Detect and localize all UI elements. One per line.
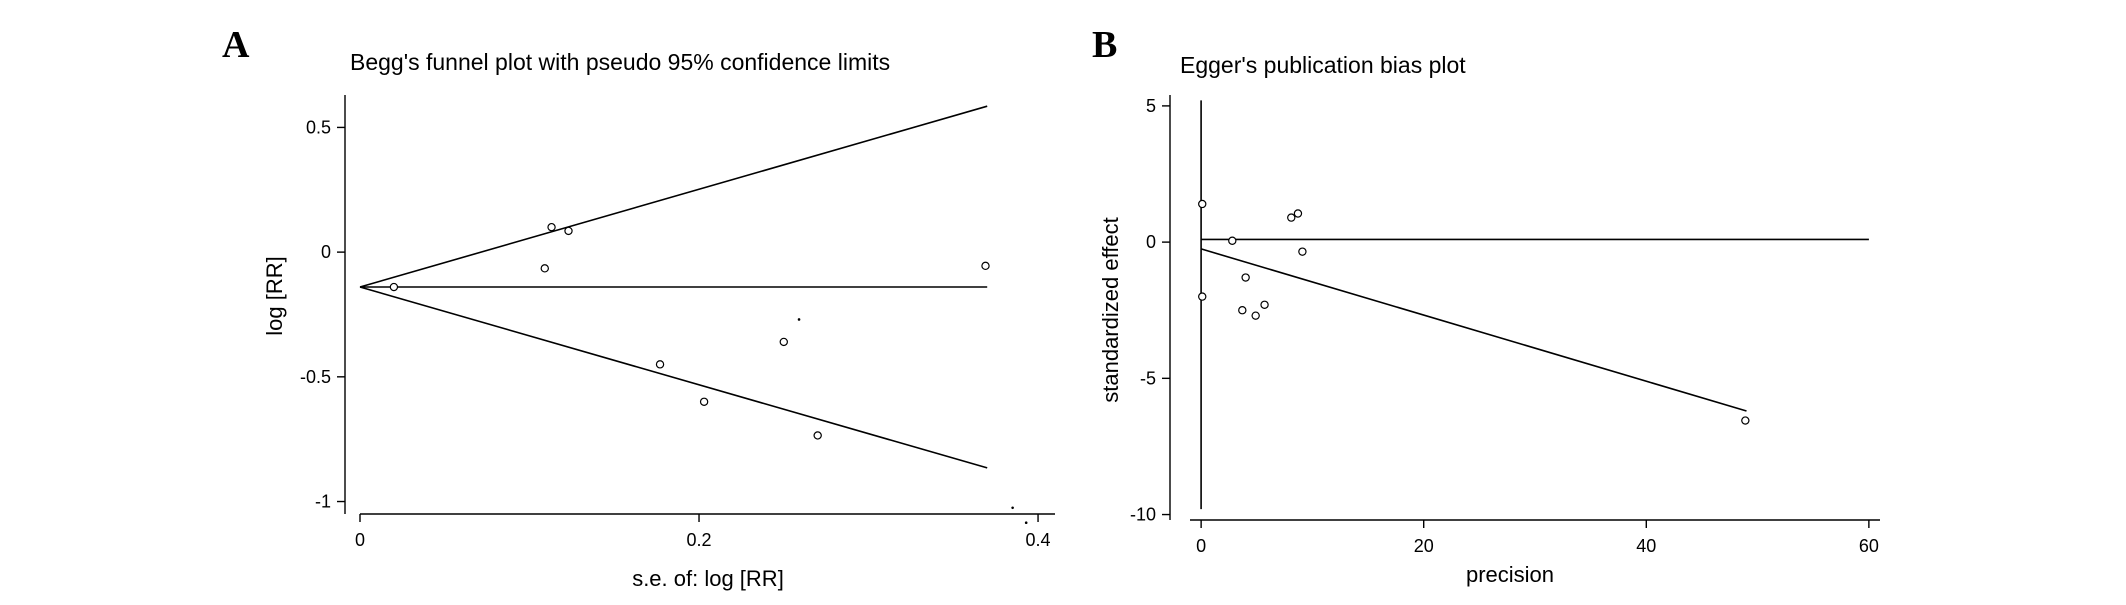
panel-b: B Egger's publication bias plot precisio… [1092, 24, 1880, 587]
chart-title-b: Egger's publication bias plot [1180, 52, 1466, 78]
data-point [1241, 273, 1250, 282]
panel-letter-b: B [1092, 24, 1117, 66]
data-points-b [1198, 199, 1750, 425]
data-point [564, 226, 573, 236]
data-point [389, 282, 399, 292]
small-data-dot [1011, 506, 1014, 510]
panel-letter-a: A [222, 24, 250, 66]
panel-a: A Begg's funnel plot with pseudo 95% con… [222, 24, 1055, 591]
axes-b: 0 20 40 60 5 0 -5 -10 [1130, 95, 1880, 556]
x-axis-label-b: precision [1466, 562, 1554, 587]
x-axis-label-a: s.e. of: log [RR] [632, 566, 784, 591]
data-point [1260, 300, 1269, 309]
lower-limit-line [359, 286, 988, 469]
data-point [1198, 199, 1207, 209]
chart-title-a: Begg's funnel plot with pseudo 95% confi… [350, 49, 890, 75]
x-tick-label: 0 [355, 530, 365, 550]
data-point [699, 397, 709, 406]
data-point [547, 222, 556, 232]
regression-line-line [1200, 248, 1747, 412]
reference-lines-b [1200, 100, 1869, 510]
y-tick-label: -1 [315, 492, 331, 512]
data-point [1741, 416, 1750, 425]
data-point [655, 360, 665, 369]
y-tick-label: -0.5 [300, 367, 331, 387]
y-tick-label: 5 [1146, 96, 1156, 116]
y-tick-label: -10 [1130, 505, 1156, 525]
data-point [1228, 236, 1237, 245]
small-data-dot [1024, 521, 1028, 525]
x-tick-label: 0 [1196, 536, 1206, 556]
data-point [1238, 306, 1247, 315]
upper-limit-line [359, 105, 988, 288]
data-point [1251, 311, 1260, 320]
y-tick-label: 0 [321, 242, 331, 262]
x-tick-label: 60 [1859, 536, 1879, 556]
y-tick-label: 0 [1146, 232, 1156, 252]
axes-a: 0 0.2 0.4 0.5 0 -0.5 -1 [300, 95, 1055, 550]
reference-lines-a [359, 105, 988, 469]
data-point [1287, 213, 1296, 222]
x-tick-label: 0.4 [1026, 530, 1051, 550]
y-tick-label: 0.5 [306, 117, 331, 137]
data-point [981, 261, 990, 271]
y-axis-label-a: log [RR] [262, 256, 287, 335]
data-point [779, 337, 788, 347]
data-point [1298, 247, 1307, 256]
data-point [813, 431, 822, 440]
x-tick-label: 20 [1414, 536, 1434, 556]
y-axis-label-b: standardized effect [1098, 217, 1123, 403]
x-tick-label: 40 [1636, 536, 1656, 556]
small-data-dot [797, 318, 801, 321]
data-point [1198, 292, 1207, 301]
y-tick-label: -5 [1140, 368, 1156, 388]
data-points-a [389, 222, 1028, 525]
data-point [1293, 209, 1303, 218]
x-tick-label: 0.2 [687, 530, 712, 550]
data-point [540, 264, 549, 273]
